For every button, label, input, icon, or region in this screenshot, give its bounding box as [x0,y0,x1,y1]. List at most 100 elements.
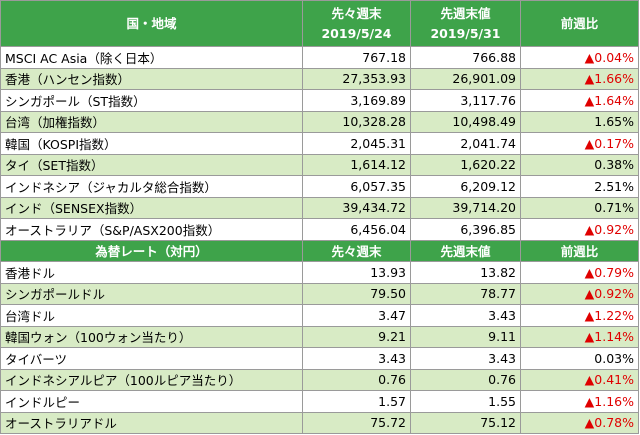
value-cell: 0.03% [520,347,639,370]
name: オーストラリア（S&P/ASX200指数） [5,222,221,238]
name-cell: インドネシアルピア（100ルピア当たり） [0,368,303,391]
name: タイバーツ [5,351,68,367]
value: 13.82 [480,264,516,280]
name: インド（SENSEX指数） [5,201,143,217]
name-cell: タイ（SET指数） [0,153,303,176]
value: 13.93 [370,264,406,280]
value: 10,498.49 [452,114,516,130]
value: 75.72 [370,415,406,431]
value-cell: 6,396.85 [410,218,521,241]
data-row: シンガポールドル 79.50 78.77 ▲0.92% [0,282,639,305]
header-cell: 先々週末 2019/5/24 [302,0,411,47]
value-cell: 39,714.20 [410,196,521,219]
name: オーストラリアドル [5,416,117,432]
data-row: インドネシア（ジャカルタ総合指数） 6,057.35 6,209.12 2.51% [0,175,639,198]
name-cell: 香港（ハンセン指数） [0,67,303,90]
value-cell: 3.43 [410,347,521,370]
value: 6,396.85 [460,221,516,237]
value: 10,328.28 [342,114,406,130]
value-cell: 26,901.09 [410,67,521,90]
name: 韓国（KOSPI指数） [5,136,117,152]
value-cell: 6,057.35 [302,175,411,198]
value: 75.12 [480,415,516,431]
name: 台湾（加権指数） [5,115,106,131]
change: 0.03% [594,350,634,366]
value: 39,714.20 [452,200,516,216]
value: 766.88 [472,49,516,65]
value: 1.57 [378,393,406,409]
value: 6,456.04 [350,221,406,237]
value: 78.77 [480,286,516,302]
value-cell: ▲0.79% [520,261,639,284]
value: 2,041.74 [460,135,516,151]
value: 6,057.35 [350,178,406,194]
value-cell: 3.47 [302,304,411,327]
value: 0.76 [378,372,406,388]
change: ▲1.64% [584,92,634,108]
name-cell: オーストラリアドル [0,411,303,434]
value-cell: ▲0.92% [520,218,639,241]
value-cell: 1.65% [520,110,639,133]
header-text: 為替レート（対円） [95,244,208,260]
name-cell: インド（SENSEX指数） [0,196,303,219]
data-row: タイバーツ 3.43 3.43 0.03% [0,347,639,370]
data-row: 台湾（加権指数） 10,328.28 10,498.49 1.65% [0,110,639,133]
name: シンガポール（ST指数） [5,93,146,109]
header-cell: 先々週末 [302,239,411,262]
value-cell: 1,614.12 [302,153,411,176]
value-cell: 2,045.31 [302,132,411,155]
value: 3,169.89 [350,92,406,108]
header-row: 為替レート（対円） 先々週末 先週末値 前週比 [0,239,639,262]
header-cell: 先週末値 [410,239,521,262]
header-text: 先週末値 [440,244,491,260]
value: 27,353.93 [342,71,406,87]
value-cell: 3,169.89 [302,89,411,112]
data-row: 台湾ドル 3.47 3.43 ▲1.22% [0,304,639,327]
value-cell: 766.88 [410,46,521,69]
value-cell: 6,209.12 [410,175,521,198]
header-cell: 前週比 [520,0,639,47]
value-cell: ▲0.78% [520,411,639,434]
data-row: インドネシアルピア（100ルピア当たり） 0.76 0.76 ▲0.41% [0,368,639,391]
value-cell: ▲0.92% [520,282,639,305]
value: 6,209.12 [460,178,516,194]
value-cell: 6,456.04 [302,218,411,241]
name-cell: シンガポールドル [0,282,303,305]
header-date: 2019/5/24 [321,25,392,41]
value: 3.43 [488,350,516,366]
header-text: 前週比 [560,15,599,31]
value-cell: 0.38% [520,153,639,176]
change: ▲1.22% [584,307,634,323]
name-cell: MSCI AC Asia（除く日本） [0,46,303,69]
header-text: 先々週末 [331,5,382,21]
value-cell: 0.76 [410,368,521,391]
value: 3.43 [378,350,406,366]
value-cell: 0.76 [302,368,411,391]
name-cell: インドネシア（ジャカルタ総合指数） [0,175,303,198]
value-cell: 39,434.72 [302,196,411,219]
name-cell: オーストラリア（S&P/ASX200指数） [0,218,303,241]
value-cell: 9.11 [410,325,521,348]
change: ▲0.92% [584,286,634,302]
header-cell: 為替レート（対円） [0,239,303,262]
value-cell: 13.93 [302,261,411,284]
value-cell: 10,498.49 [410,110,521,133]
value-cell: 2,041.74 [410,132,521,155]
name-cell: 台湾（加権指数） [0,110,303,133]
value-cell: ▲1.22% [520,304,639,327]
value-cell: 10,328.28 [302,110,411,133]
value: 0.76 [488,372,516,388]
header-cell: 前週比 [520,239,639,262]
name: インドルピー [5,394,81,410]
name: インドネシア（ジャカルタ総合指数） [5,179,217,195]
value-cell: 767.18 [302,46,411,69]
value: 9.11 [488,329,516,345]
value-cell: ▲0.17% [520,132,639,155]
name-cell: 韓国ウォン（100ウォン当たり） [0,325,303,348]
header-cell: 先週末値 2019/5/31 [410,0,521,47]
change: ▲0.17% [584,135,634,151]
data-row: 香港ドル 13.93 13.82 ▲0.79% [0,261,639,284]
header-cell: 国・地域 [0,0,303,47]
change: ▲1.16% [584,393,634,409]
